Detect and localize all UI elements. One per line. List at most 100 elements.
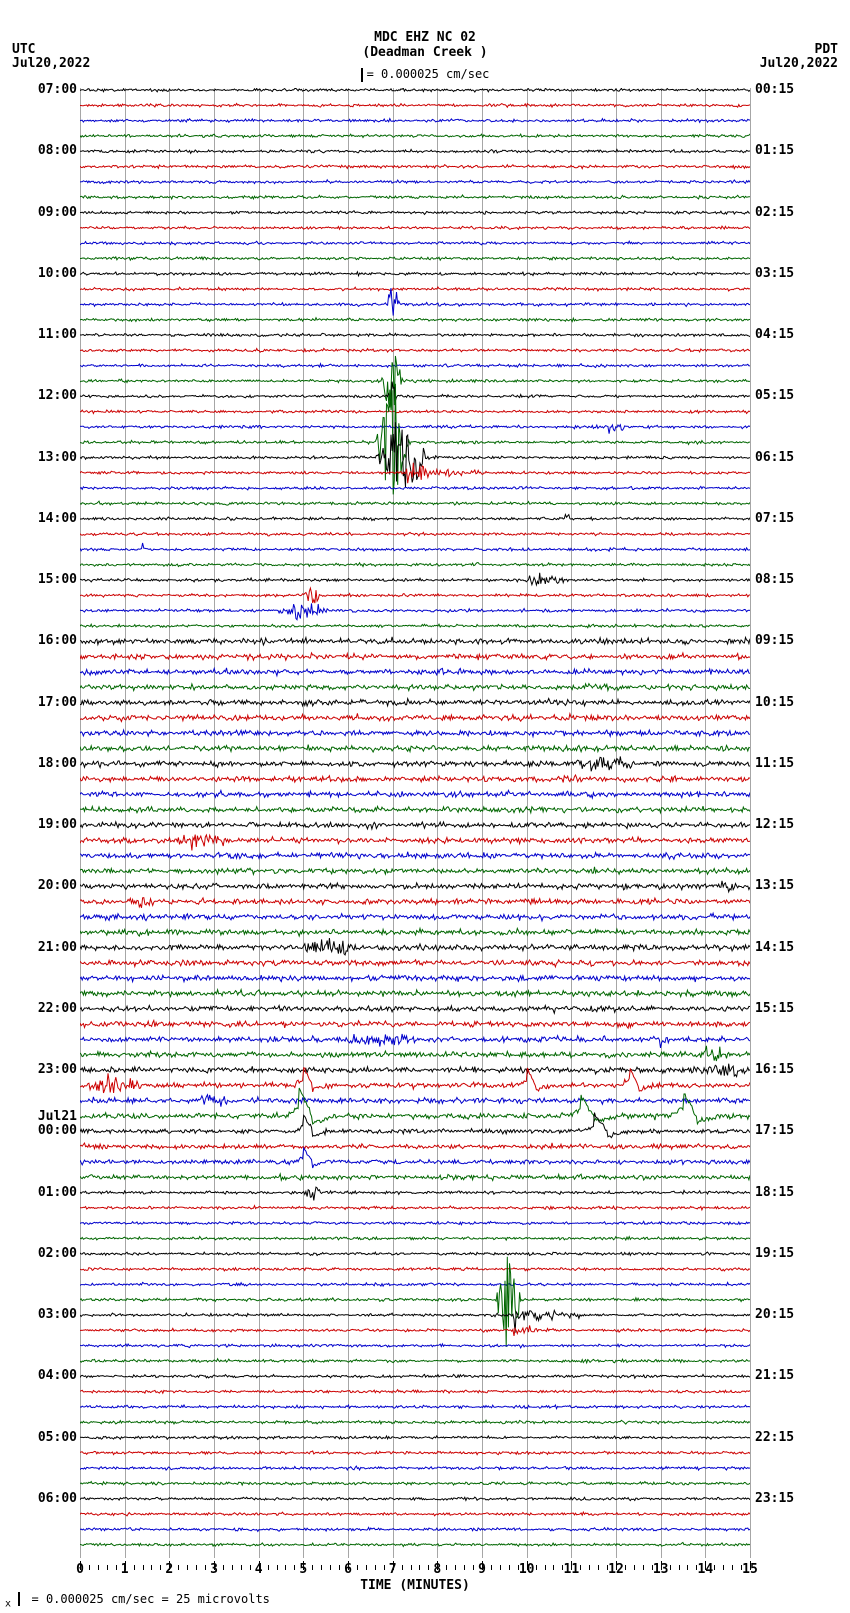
left-hour-label: 02:00 bbox=[38, 1246, 77, 1261]
right-hour-label: 15:15 bbox=[755, 1001, 794, 1016]
right-hour-label: 04:15 bbox=[755, 327, 794, 342]
trace-row bbox=[80, 699, 750, 707]
trace-row bbox=[80, 1390, 750, 1394]
right-hour-label: 00:15 bbox=[755, 82, 794, 97]
right-hour-label: 01:15 bbox=[755, 143, 794, 158]
trace-row bbox=[80, 515, 750, 521]
seismogram-container: MDC EHZ NC 02 (Deadman Creek ) = 0.00002… bbox=[0, 0, 850, 1613]
trace-row bbox=[80, 852, 750, 859]
trace-row bbox=[80, 1206, 750, 1210]
x-tick-minor bbox=[428, 1565, 429, 1570]
trace-row bbox=[80, 775, 750, 782]
trace-row bbox=[80, 730, 750, 736]
scale-bar-icon bbox=[18, 1592, 20, 1606]
footer-text: = 0.000025 cm/sec = 25 microvolts bbox=[24, 1592, 270, 1606]
trace-row bbox=[80, 410, 750, 414]
trace-row bbox=[80, 1095, 750, 1107]
trace-row bbox=[80, 134, 750, 138]
x-tick-minor bbox=[625, 1565, 626, 1570]
scale-label: = 0.000025 cm/sec bbox=[0, 67, 850, 82]
tz-right: PDT bbox=[815, 42, 838, 57]
left-hour-label: 17:00 bbox=[38, 695, 77, 710]
trace-row bbox=[80, 1237, 750, 1241]
trace-row bbox=[80, 603, 750, 619]
trace-row bbox=[80, 532, 750, 536]
left-hour-label: 03:00 bbox=[38, 1307, 77, 1322]
trace-row bbox=[80, 1512, 750, 1516]
left-hour-label: 12:00 bbox=[38, 388, 77, 403]
x-tick-minor bbox=[670, 1565, 671, 1570]
trace-row bbox=[80, 1148, 750, 1168]
trace-row bbox=[80, 348, 750, 352]
trace-row bbox=[80, 288, 750, 316]
trace-row bbox=[80, 1088, 750, 1124]
x-tick-minor bbox=[312, 1565, 313, 1570]
x-tick-minor bbox=[178, 1565, 179, 1570]
trace-row bbox=[80, 1068, 750, 1093]
trace-row bbox=[80, 1374, 750, 1378]
trace-row bbox=[80, 713, 750, 721]
right-hour-label: 12:15 bbox=[755, 817, 794, 832]
left-hour-label: 16:00 bbox=[38, 633, 77, 648]
trace-row bbox=[80, 543, 750, 551]
x-tick-mark bbox=[616, 1561, 617, 1570]
left-hour-label: 14:00 bbox=[38, 511, 77, 526]
x-tick-mark bbox=[661, 1561, 662, 1570]
scale-text: = 0.000025 cm/sec bbox=[367, 67, 490, 81]
trace-row bbox=[80, 928, 750, 936]
trace-row bbox=[80, 822, 750, 829]
x-tick-minor bbox=[714, 1565, 715, 1570]
trace-row bbox=[80, 88, 750, 92]
x-tick-minor bbox=[143, 1565, 144, 1570]
right-hour-labels: 00:1501:1502:1503:1504:1505:1506:1507:15… bbox=[755, 88, 845, 1558]
x-tick-minor bbox=[411, 1565, 412, 1570]
trace-row bbox=[80, 975, 750, 982]
left-hour-label: 19:00 bbox=[38, 817, 77, 832]
x-tick-minor bbox=[366, 1565, 367, 1570]
x-tick-minor bbox=[223, 1565, 224, 1570]
trace-row bbox=[80, 1466, 750, 1470]
x-tick-minor bbox=[464, 1565, 465, 1570]
x-tick-minor bbox=[509, 1565, 510, 1570]
right-hour-label: 16:15 bbox=[755, 1062, 794, 1077]
trace-row bbox=[80, 382, 750, 405]
trace-row bbox=[80, 898, 750, 908]
trace-row bbox=[80, 1021, 750, 1029]
x-tick-minor bbox=[545, 1565, 546, 1570]
x-tick-minor bbox=[643, 1565, 644, 1570]
trace-row bbox=[80, 1405, 750, 1409]
x-tick-minor bbox=[357, 1565, 358, 1570]
x-tick-minor bbox=[553, 1565, 554, 1570]
trace-row bbox=[80, 588, 750, 603]
trace-row bbox=[80, 1325, 750, 1336]
right-hour-label: 08:15 bbox=[755, 572, 794, 587]
plot-area bbox=[80, 88, 750, 1558]
x-tick-mark bbox=[259, 1561, 260, 1570]
trace-row bbox=[80, 1005, 750, 1013]
left-hour-labels: 07:0008:0009:0010:0011:0012:0013:0014:00… bbox=[5, 88, 77, 1558]
x-tick-minor bbox=[634, 1565, 635, 1570]
x-tick-minor bbox=[89, 1565, 90, 1570]
station-location: (Deadman Creek ) bbox=[0, 45, 850, 60]
right-hour-label: 06:15 bbox=[755, 450, 794, 465]
x-tick-minor bbox=[339, 1565, 340, 1570]
tz-left: UTC bbox=[12, 42, 35, 57]
trace-row bbox=[80, 573, 750, 585]
x-tick-minor bbox=[455, 1565, 456, 1570]
left-hour-label: 13:00 bbox=[38, 450, 77, 465]
right-hour-label: 23:15 bbox=[755, 1491, 794, 1506]
right-hour-label: 10:15 bbox=[755, 695, 794, 710]
trace-row bbox=[80, 1174, 750, 1181]
trace-row bbox=[80, 668, 750, 676]
trace-row bbox=[80, 1046, 750, 1061]
trace-row bbox=[80, 1344, 750, 1348]
trace-row bbox=[80, 1064, 750, 1077]
x-tick-minor bbox=[446, 1565, 447, 1570]
x-tick-minor bbox=[187, 1565, 188, 1570]
x-tick-minor bbox=[107, 1565, 108, 1570]
trace-row bbox=[80, 624, 750, 628]
x-tick-minor bbox=[402, 1565, 403, 1570]
x-tick-minor bbox=[241, 1565, 242, 1570]
left-hour-label: 07:00 bbox=[38, 82, 77, 97]
x-tick-minor bbox=[500, 1565, 501, 1570]
